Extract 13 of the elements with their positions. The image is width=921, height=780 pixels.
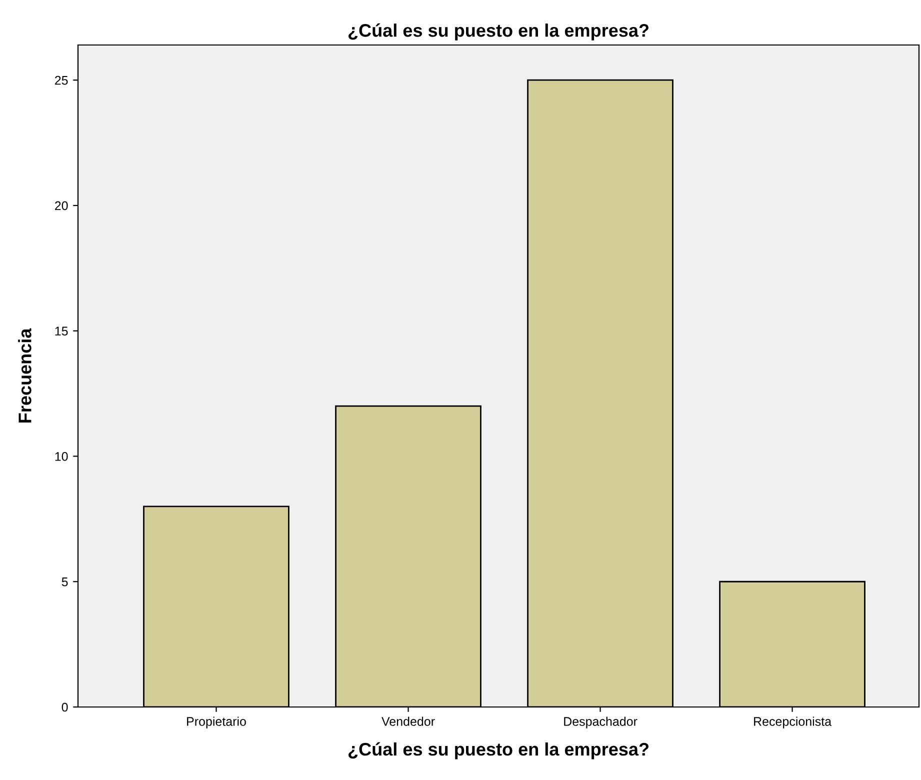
y-tick-label: 25 xyxy=(55,76,68,85)
y-tick-label: 0 xyxy=(62,702,68,712)
x-tick-label: Despachador xyxy=(564,716,638,728)
x-axis-title: ¿Cúal es su puesto en la empresa? xyxy=(348,742,648,760)
y-tick-label: 15 xyxy=(55,326,68,336)
y-axis-title: Frecuencia xyxy=(18,328,32,422)
x-tick-label: Recepcionista xyxy=(754,716,832,728)
x-tick-label: Propietario xyxy=(187,716,246,728)
chart-title: ¿Cúal es su puesto en la empresa? xyxy=(348,23,648,40)
x-tick-label: Vendedor xyxy=(382,716,435,726)
y-tick-label: 10 xyxy=(55,452,68,461)
y-tick-label: 5 xyxy=(62,578,68,586)
y-tick-label: 20 xyxy=(55,201,68,210)
